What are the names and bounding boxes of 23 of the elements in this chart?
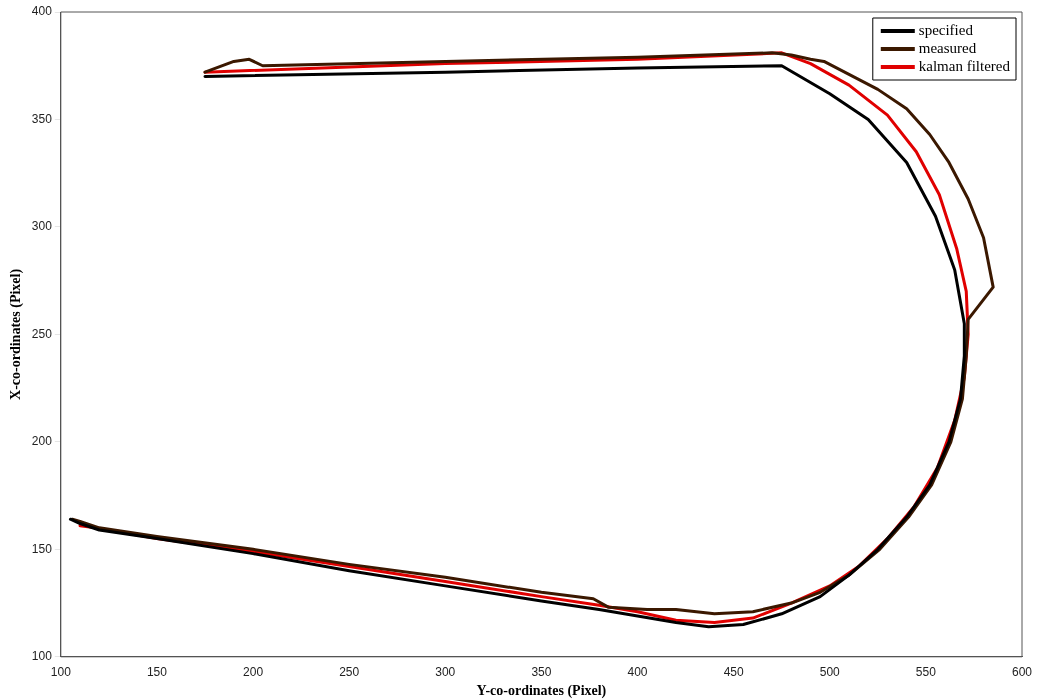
x-tick-label: 450 bbox=[723, 665, 744, 680]
y-tick-label: 150 bbox=[31, 541, 53, 556]
x-axis-title: Y-co-ordinates (Pixel) bbox=[476, 683, 607, 700]
x-tick-label: 200 bbox=[243, 665, 264, 680]
y-axis-title: X-co-ordinates (Pixel) bbox=[8, 268, 25, 400]
x-tick-label: 400 bbox=[627, 665, 648, 680]
y-tick-label: 300 bbox=[31, 219, 53, 234]
legend-label: measured bbox=[918, 39, 977, 56]
x-tick-label: 550 bbox=[915, 665, 937, 680]
y-tick-label: 350 bbox=[31, 111, 53, 126]
x-tick-label: 600 bbox=[1011, 665, 1033, 680]
y-tick-label: 250 bbox=[31, 326, 53, 341]
y-tick-label: 200 bbox=[31, 434, 53, 449]
legend-label: specified bbox=[918, 21, 974, 38]
x-tick-label: 350 bbox=[531, 665, 552, 680]
y-tick-label: 100 bbox=[31, 649, 53, 664]
x-tick-label: 250 bbox=[339, 665, 360, 680]
y-tick-label: 400 bbox=[31, 4, 53, 19]
x-tick-label: 300 bbox=[435, 665, 456, 680]
x-tick-label: 500 bbox=[819, 665, 841, 680]
x-tick-label: 150 bbox=[146, 665, 168, 680]
legend-label: kalman filtered bbox=[918, 57, 1011, 74]
x-tick-label: 100 bbox=[50, 665, 72, 680]
